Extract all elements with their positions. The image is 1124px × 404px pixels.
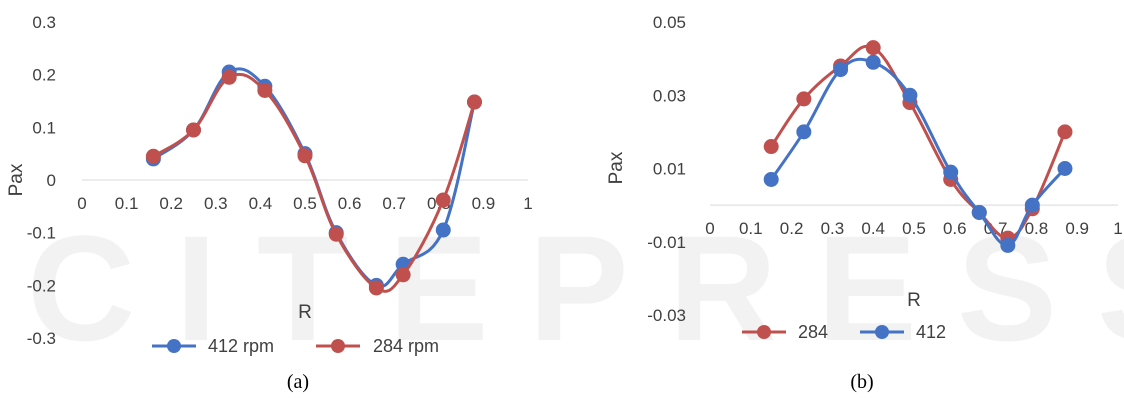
y-tick-label: -0.03 [647,306,686,325]
x-tick-label: 0.5 [902,219,926,238]
data-point [902,87,918,103]
y-tick-label: 0.01 [653,160,686,179]
y-tick-label: -0.1 [27,224,56,243]
x-tick-label: 0.7 [382,194,406,213]
legend-marker [757,325,771,339]
y-tick-label: -0.3 [27,329,56,348]
x-tick-label: 1 [1113,219,1122,238]
legend-label: 284 [798,322,828,342]
data-point [1000,237,1016,253]
data-point [328,226,344,242]
x-tick-label: 0.1 [739,219,763,238]
legend-label: 284 rpm [373,336,439,356]
data-point [796,91,812,107]
x-tick-label: 0.3 [204,194,228,213]
series-line [769,57,1067,247]
data-point [221,69,237,85]
y-tick-label: 0.03 [653,86,686,105]
x-tick-label: 0 [77,194,86,213]
x-tick-label: 0.4 [249,194,273,213]
y-tick-label: -0.01 [647,233,686,252]
data-point [435,192,451,208]
y-axis-label: Pax [6,163,27,196]
y-tick-label: 0.2 [32,66,56,85]
x-tick-label: 0.4 [861,219,885,238]
data-point [763,171,779,187]
data-point [186,122,201,138]
legend-label: 412 rpm [208,336,274,356]
series-line [151,72,476,293]
data-point [796,124,812,140]
x-tick-label: 0.1 [115,194,139,213]
x-tick-label: 0 [705,219,714,238]
y-tick-label: 0.1 [32,118,56,137]
data-point [466,94,482,110]
x-tick-label: 0.9 [1065,219,1089,238]
x-tick-label: 0.5 [293,194,317,213]
x-tick-label: 0.2 [159,194,183,213]
legend-label: 412 [916,322,946,342]
y-axis-label: Pax [606,151,627,184]
data-point [833,62,849,78]
x-tick-label: 0.9 [472,194,496,213]
data-point [257,82,273,98]
x-axis-label: R [298,302,312,323]
x-tick-label: 0.6 [338,194,362,213]
data-point [763,139,779,155]
legend-marker [167,339,181,353]
data-point [395,267,411,283]
legend-marker [331,339,345,353]
legend-marker [875,325,889,339]
data-point [943,164,959,180]
data-point [1057,124,1073,140]
y-tick-label: 0 [47,171,56,190]
chart-caption: (b) [850,371,873,393]
y-tick-label: 0.3 [32,13,56,32]
data-point [865,40,881,56]
watermark-text: SCITEPRESS [0,204,1124,372]
data-point [145,148,161,164]
data-point [368,280,384,296]
data-point [1057,161,1073,176]
data-point [971,204,987,220]
x-tick-label: 0.3 [821,219,845,238]
chart-caption: (a) [287,371,309,393]
data-point [297,148,313,164]
data-point [1024,197,1040,213]
x-tick-label: 0.2 [780,219,804,238]
y-tick-label: 0.05 [653,13,686,32]
data-point [435,222,451,238]
x-tick-label: 0.8 [1025,219,1049,238]
chart-a: 0.3 0.2 0.1 0 -0.1 -0.2 -0.3 0 0.1 0.2 0.3 0.4 0.5 0.… [6,13,533,393]
data-point [865,54,881,70]
chart-b: 0.05 0.03 0.01 -0.01 -0.03 0 0.1 0.2 0.3 0.4 0.5 0.… [606,13,1123,393]
x-axis-label: R [907,290,921,311]
y-tick-label: -0.2 [27,276,56,295]
x-tick-label: 0.6 [943,219,967,238]
x-tick-label: 1 [523,194,532,213]
